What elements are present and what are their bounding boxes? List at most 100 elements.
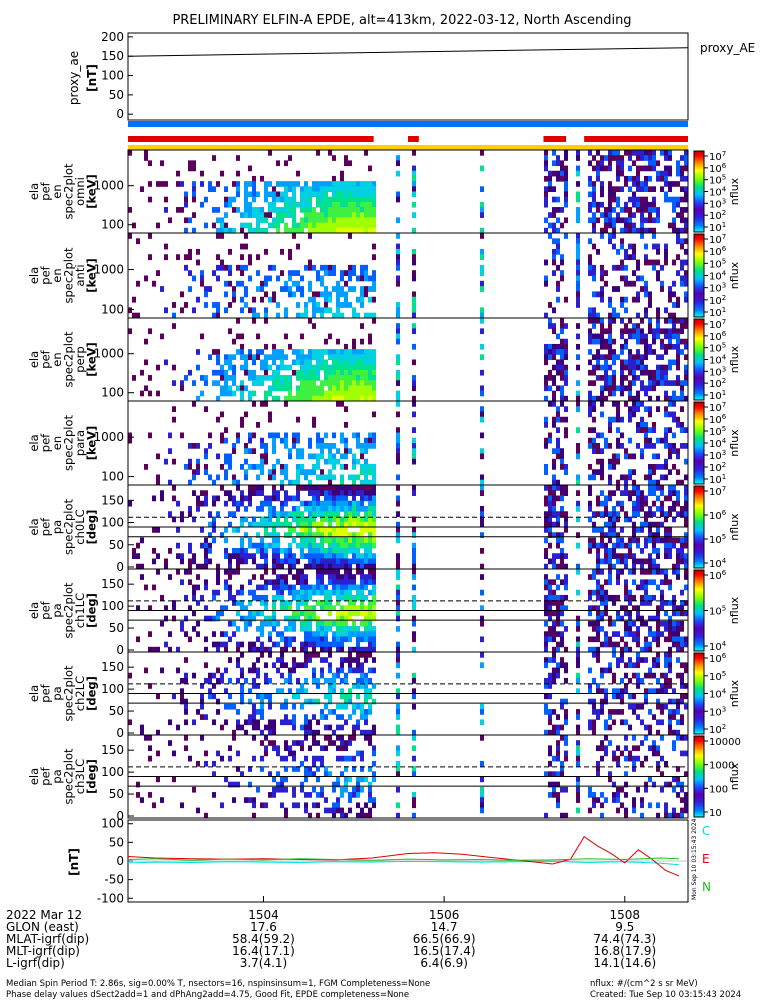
- spectrogram-cell: [596, 615, 600, 622]
- spectrogram-cell: [364, 511, 368, 517]
- spectrogram-cell: [592, 364, 596, 371]
- spectrogram-cell: [236, 781, 240, 788]
- spectrogram-cell: [264, 500, 268, 507]
- spectrogram-cell: [604, 364, 608, 371]
- spectrogram-cell: [588, 406, 592, 412]
- spectrogram-cell: [288, 542, 292, 549]
- spectrogram-cell: [256, 542, 260, 549]
- spectrogram-cell: [260, 600, 264, 606]
- spectrogram-cell: [264, 620, 268, 627]
- spectrogram-cell: [204, 286, 208, 292]
- spectrogram-cell: [364, 443, 368, 449]
- spectrogram-cell: [328, 385, 332, 392]
- spectrogram-cell: [312, 380, 316, 386]
- spectrogram-cell: [604, 222, 608, 229]
- spectrogram-cell: [368, 369, 372, 376]
- spectrogram-cell: [564, 521, 568, 528]
- spectrogram-cell: [372, 527, 376, 533]
- spectrogram-cell: [292, 553, 296, 559]
- spectrogram-cell: [676, 254, 680, 261]
- colorbar: [693, 569, 705, 652]
- spectrogram-cell: [548, 615, 552, 622]
- spectrogram-cell: [352, 516, 356, 523]
- spectrogram-cell: [556, 574, 560, 580]
- spectrogram-cell: [236, 724, 240, 731]
- spectrogram-cell: [636, 652, 640, 658]
- spectrogram-cell: [308, 280, 312, 287]
- spectrogram-cell: [312, 385, 316, 392]
- spectrogram-cell: [368, 390, 372, 397]
- spectrogram-ylabel: ch0LC: [73, 509, 87, 544]
- spectrogram-cell: [412, 485, 416, 491]
- spectrogram-cell: [684, 259, 688, 266]
- spectrogram-cell: [296, 766, 300, 772]
- colorbar-label: nflux: [728, 513, 741, 541]
- colorbar-tick-label: 107: [709, 485, 726, 498]
- spectrogram-cell: [324, 620, 328, 627]
- spectrogram-cell: [340, 537, 344, 544]
- spectrogram-cell: [360, 714, 364, 720]
- spectrogram-cell: [552, 479, 556, 486]
- spectrogram-cell: [604, 745, 608, 752]
- spectrogram-cell: [184, 302, 188, 308]
- spectrogram-cell: [196, 760, 200, 767]
- spectrogram-cell: [604, 511, 608, 517]
- spectrogram-cell: [328, 605, 332, 611]
- spectrogram-cell: [556, 511, 560, 517]
- spectrogram-cell: [316, 589, 320, 596]
- spectrogram-cell: [480, 776, 484, 783]
- spectrogram-cell: [672, 448, 676, 454]
- spectrogram-cell: [272, 395, 276, 402]
- spectrogram-cell: [656, 698, 660, 705]
- spectrogram-cell: [644, 698, 648, 705]
- spectrogram-cell: [196, 364, 200, 371]
- spectrogram-cell: [364, 729, 368, 736]
- spectrogram-cell: [556, 797, 560, 803]
- spectrogram-cell: [340, 302, 344, 308]
- spectrogram-cell: [684, 506, 688, 512]
- spectrogram-cell: [288, 395, 292, 402]
- spectrogram-cell: [560, 631, 564, 637]
- spectrogram-cell: [340, 479, 344, 486]
- spectrogram-cell: [668, 490, 672, 496]
- spectrogram-cell: [356, 212, 360, 218]
- spectrogram-cell: [364, 548, 368, 554]
- spectrogram-cell: [656, 318, 660, 324]
- spectrogram-cell: [272, 354, 276, 360]
- spectrogram-cell: [672, 594, 676, 601]
- spectrogram-cell: [252, 610, 256, 617]
- spectrogram-cell: [276, 490, 280, 496]
- spectrogram-cell: [344, 364, 348, 371]
- proxy-ae-legend: proxy_AE: [700, 41, 755, 55]
- spectrogram-cell: [228, 359, 232, 366]
- spectrogram-cell: [364, 677, 368, 684]
- spectrogram-cell: [608, 563, 612, 570]
- spectrogram-cell: [312, 191, 316, 198]
- spectrogram-cell: [360, 569, 364, 575]
- spectrogram-cell: [312, 667, 316, 674]
- spectrogram-cell: [600, 343, 604, 350]
- spectrogram-cell: [236, 437, 240, 444]
- spectrogram-cell: [340, 464, 344, 470]
- spectrogram-cell: [248, 437, 252, 444]
- spectrogram-cell: [664, 511, 668, 517]
- spectrogram-cell: [232, 207, 236, 213]
- spectrogram-cell: [612, 307, 616, 314]
- spectrogram-cell: [648, 709, 652, 715]
- spectrogram-cell: [332, 579, 336, 586]
- spectrogram-cell: [204, 579, 208, 586]
- spectrogram-cell: [284, 553, 288, 559]
- spectrogram-cell: [624, 328, 628, 335]
- spectrogram-cell: [660, 175, 664, 182]
- spectrogram-cell: [360, 469, 364, 475]
- spectrogram-cell: [620, 490, 624, 496]
- spectrogram-cell: [232, 443, 236, 449]
- y-tick-label: 100: [101, 386, 124, 400]
- spectrogram-cell: [224, 385, 228, 392]
- spectrogram-cell: [644, 437, 648, 444]
- spectrogram-cell: [340, 677, 344, 684]
- spectrogram-cell: [204, 662, 208, 669]
- spectrogram-cell: [544, 600, 548, 606]
- spectrogram-cell: [368, 521, 372, 528]
- spectrogram-cell: [348, 474, 352, 481]
